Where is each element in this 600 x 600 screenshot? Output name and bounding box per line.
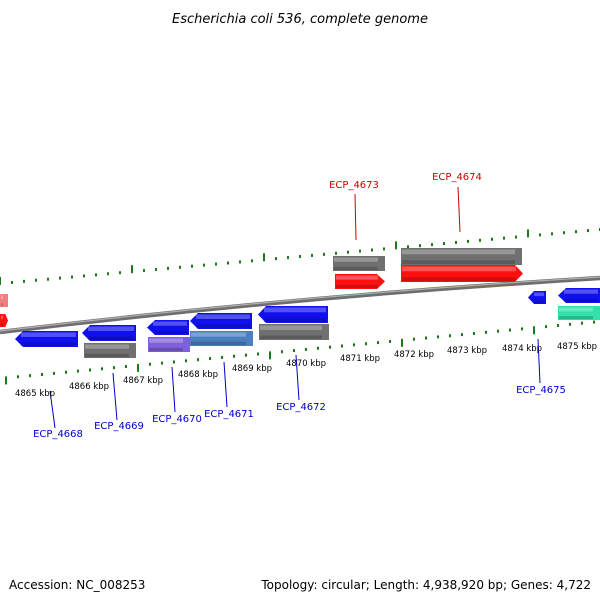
gene-label: ECP_4668 <box>33 429 83 440</box>
feature-ecp4671-domain <box>190 331 253 346</box>
gene-leader-line <box>295 354 300 401</box>
feature-ecp4669-gray <box>84 343 136 358</box>
feature-small-reverse <box>528 291 546 304</box>
feature-ecp4669 <box>82 325 136 341</box>
gene-leader-line <box>223 361 228 408</box>
tick-label: 4870 kbp <box>286 359 326 369</box>
tick-label: 4867 kbp <box>123 376 163 386</box>
gene-label: ECP_4670 <box>152 414 202 425</box>
gene-leader-line <box>354 193 357 241</box>
tick-label: 4875 kbp <box>557 342 597 352</box>
genome-backbone-highlight <box>0 276 600 332</box>
feature-ecp4675 <box>558 288 600 303</box>
tick-label: 4866 kbp <box>69 382 109 392</box>
tick-label: 4871 kbp <box>340 354 380 364</box>
feature-ecp4672 <box>258 306 328 323</box>
feature-ecp4672-gray <box>259 324 329 340</box>
feature-forward-partial-arrow <box>0 314 8 327</box>
gene-label: ECP_4672 <box>276 402 326 413</box>
inner-tick-row <box>5 320 595 385</box>
feature-ecp4668 <box>15 331 78 347</box>
gene-label-layer: ECP_4668 ECP_4669 ECP_4670 ECP_4671 ECP_4672… <box>33 172 566 440</box>
feature-ecp4673-gray <box>333 256 385 271</box>
feature-ecp4674 <box>401 265 523 282</box>
genome-backbone <box>0 275 600 335</box>
gene-leader-line <box>112 372 118 421</box>
feature-ecp4670-domain <box>148 337 190 352</box>
feature-ecp4673 <box>335 274 385 289</box>
map-title: Escherichia coli 536, complete genome <box>172 12 428 27</box>
gene-leader-line <box>171 366 176 413</box>
gene-label: ECP_4674 <box>432 172 482 183</box>
tick-label: 4874 kbp <box>502 344 542 354</box>
gene-label: ECP_4669 <box>94 421 144 432</box>
gene-leader-line <box>457 186 461 233</box>
genome-summary-text: Topology: circular; Length: 4,938,920 bp… <box>261 578 591 592</box>
tick-label: 4869 kbp <box>232 364 272 374</box>
tick-label-layer: 4865 kbp 4866 kbp 4867 kbp 4868 kbp 4869 kbp… <box>15 342 597 399</box>
tick-label: 4868 kbp <box>178 370 218 380</box>
tick-label: 4873 kbp <box>447 346 487 356</box>
gene-label: ECP_4675 <box>516 385 566 396</box>
tick-label: 4872 kbp <box>394 350 434 360</box>
gene-leader-line <box>537 338 541 384</box>
feature-ecp4674-gray <box>401 248 522 265</box>
feature-ecp4670 <box>147 320 189 335</box>
tick-label: 4865 kbp <box>15 389 55 399</box>
feature-ecp4671 <box>190 313 252 329</box>
outer-tick-row <box>0 228 600 285</box>
feature-layer <box>0 248 600 358</box>
feature-forward-partial <box>0 294 8 307</box>
gene-leader-line <box>49 390 56 429</box>
feature-ecp4675-domain <box>558 306 600 320</box>
accession-text: Accession: NC_008253 <box>9 578 146 592</box>
gene-label: ECP_4671 <box>204 409 254 420</box>
gene-label: ECP_4673 <box>329 180 379 191</box>
